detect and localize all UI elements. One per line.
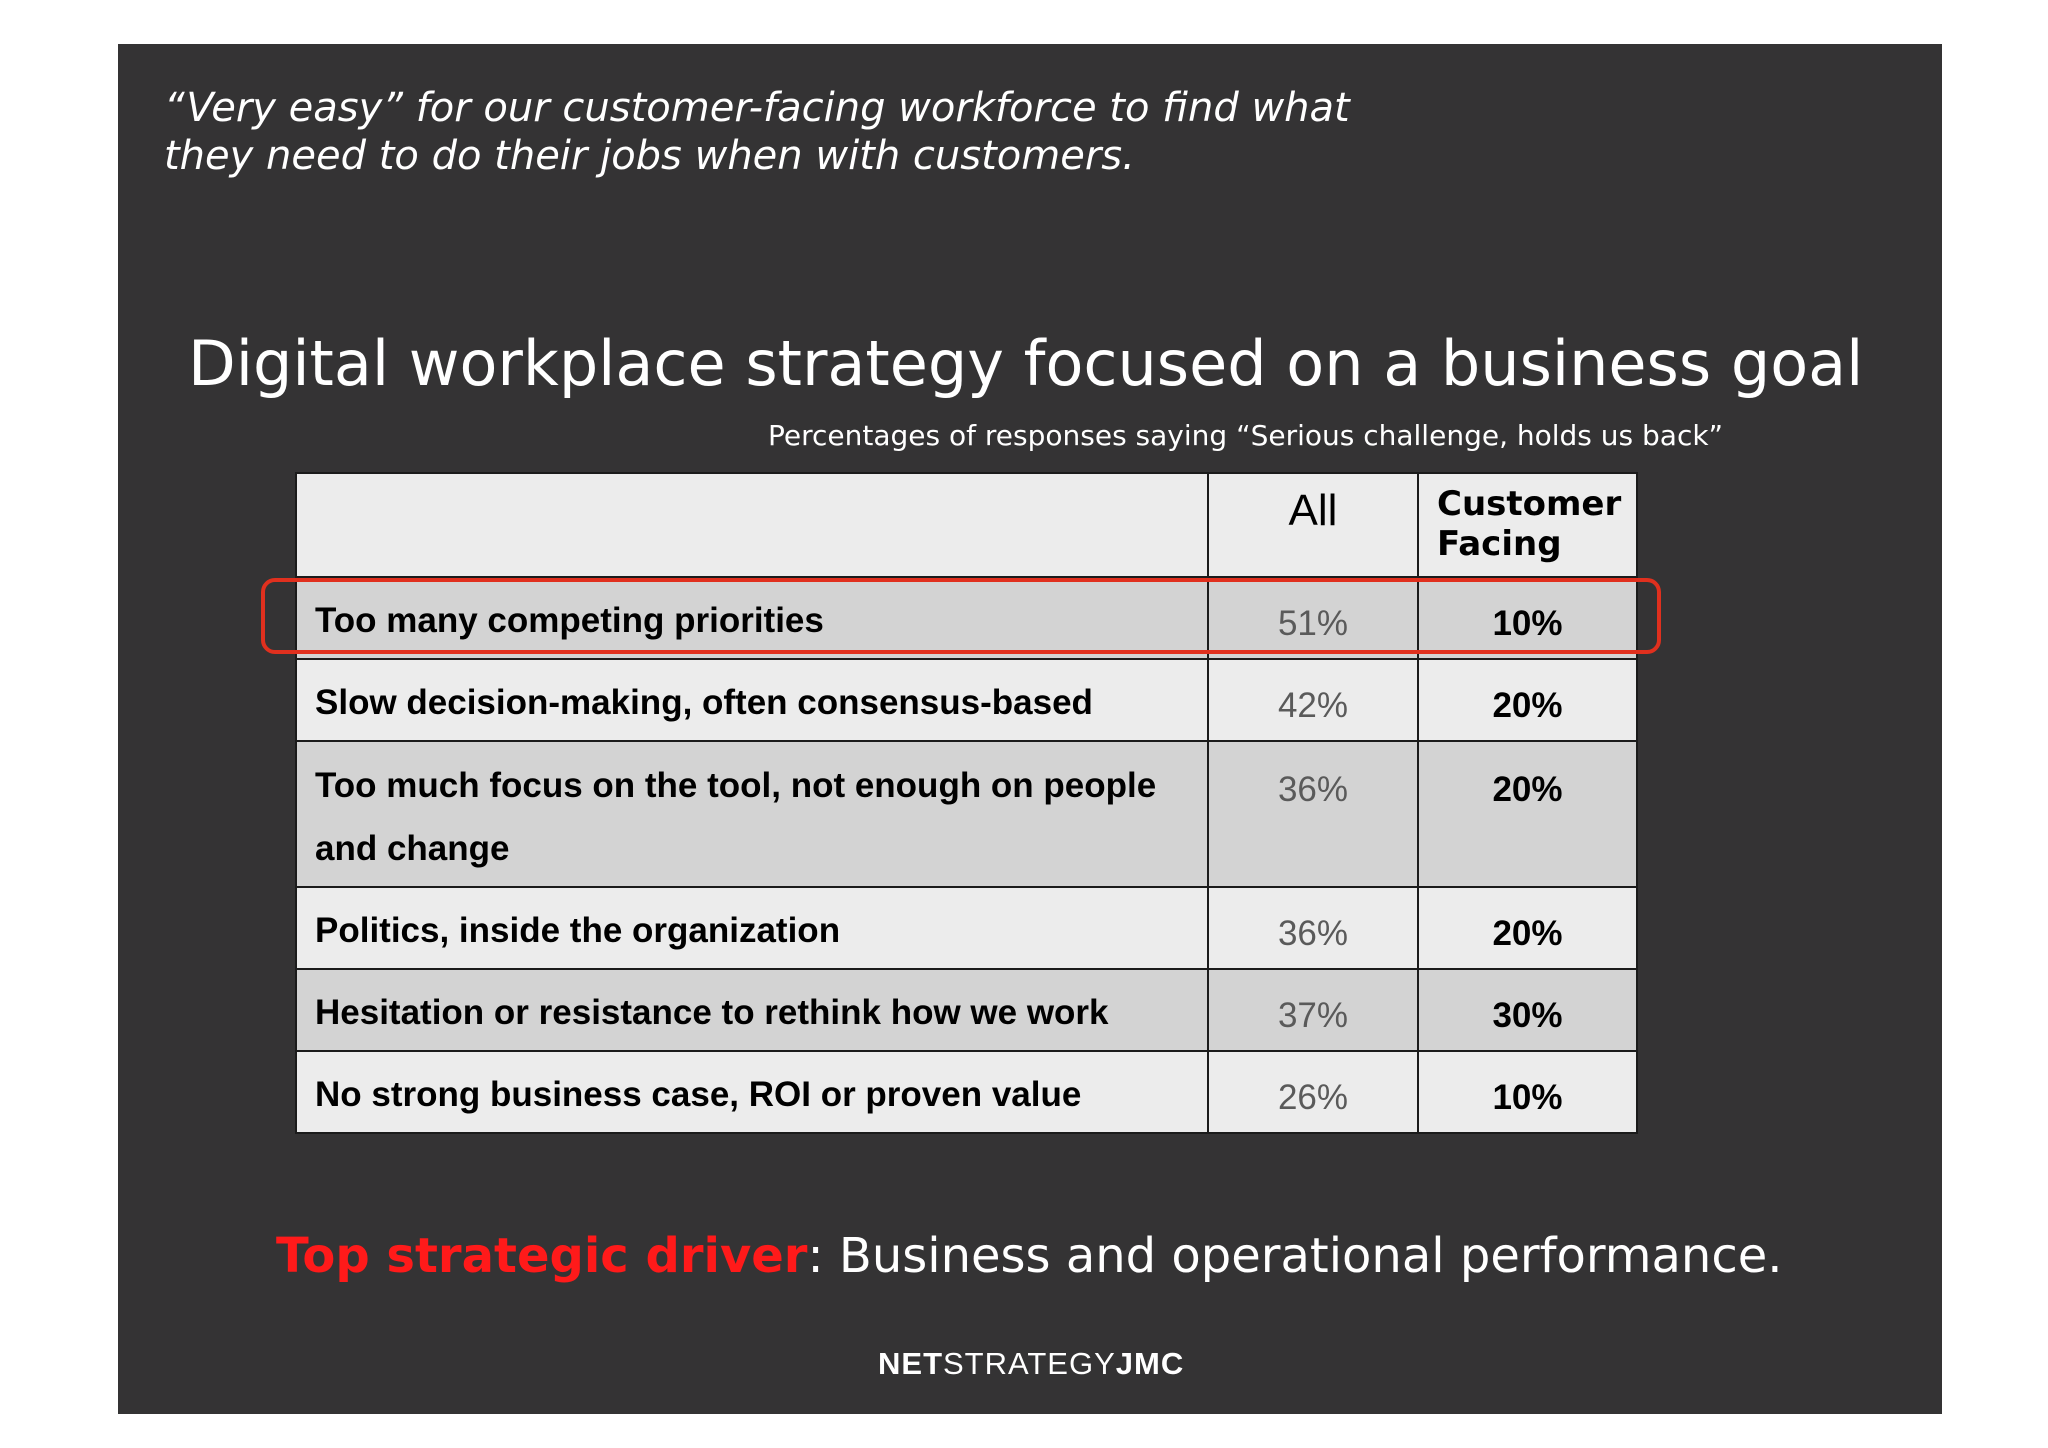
logo-part-jmc: JMC bbox=[1115, 1346, 1185, 1381]
row-label: Politics, inside the organization bbox=[295, 886, 1209, 970]
logo-part-strategy: STRATEGY bbox=[943, 1346, 1116, 1381]
table-row: Politics, inside the organization 36% 20… bbox=[295, 886, 1638, 970]
strategic-driver: Top strategic driver: Business and opera… bbox=[276, 1226, 1783, 1286]
header-all: All bbox=[1207, 472, 1419, 578]
quote-text: “Very easy” for our customer-facing work… bbox=[164, 84, 1350, 180]
logo-part-net: NET bbox=[878, 1346, 943, 1381]
row-customer-facing-value: 20% bbox=[1417, 886, 1638, 970]
driver-label: Top strategic driver bbox=[276, 1228, 808, 1284]
slide-title: Digital workplace strategy focused on a … bbox=[188, 327, 1864, 400]
slide: “Very easy” for our customer-facing work… bbox=[118, 44, 1942, 1414]
table-subtitle: Percentages of responses saying “Serious… bbox=[768, 419, 1724, 452]
challenges-table: All Customer Facing Too many competing p… bbox=[295, 472, 1638, 1134]
row-all-value: 26% bbox=[1207, 1050, 1419, 1134]
quote-line-1: “Very easy” for our customer-facing work… bbox=[164, 85, 1350, 131]
netstrategyjmc-logo: NETSTRATEGYJMC bbox=[878, 1346, 1184, 1382]
table-row: Too many competing priorities 51% 10% bbox=[295, 576, 1638, 660]
row-customer-facing-value: 10% bbox=[1417, 576, 1638, 660]
row-all-value: 42% bbox=[1207, 658, 1419, 742]
row-customer-facing-value: 20% bbox=[1417, 658, 1638, 742]
row-customer-facing-value: 20% bbox=[1417, 740, 1638, 888]
row-label: Hesitation or resistance to rethink how … bbox=[295, 968, 1209, 1052]
driver-text: : Business and operational performance. bbox=[807, 1228, 1783, 1284]
row-customer-facing-value: 10% bbox=[1417, 1050, 1638, 1134]
table-row: Too much focus on the tool, not enough o… bbox=[295, 740, 1638, 888]
row-label: Too many competing priorities bbox=[295, 576, 1209, 660]
table-row: No strong business case, ROI or proven v… bbox=[295, 1050, 1638, 1134]
row-customer-facing-value: 30% bbox=[1417, 968, 1638, 1052]
row-label: Too much focus on the tool, not enough o… bbox=[295, 740, 1209, 888]
row-all-value: 36% bbox=[1207, 740, 1419, 888]
header-customer-facing: Customer Facing bbox=[1417, 472, 1638, 578]
header-label bbox=[295, 472, 1209, 578]
row-all-value: 51% bbox=[1207, 576, 1419, 660]
row-all-value: 36% bbox=[1207, 886, 1419, 970]
quote-line-2: they need to do their jobs when with cus… bbox=[164, 133, 1135, 179]
table-row: Slow decision-making, often consensus-ba… bbox=[295, 658, 1638, 742]
row-all-value: 37% bbox=[1207, 968, 1419, 1052]
row-label: Slow decision-making, often consensus-ba… bbox=[295, 658, 1209, 742]
table-header-row: All Customer Facing bbox=[295, 472, 1638, 578]
row-label: No strong business case, ROI or proven v… bbox=[295, 1050, 1209, 1134]
table-row: Hesitation or resistance to rethink how … bbox=[295, 968, 1638, 1052]
